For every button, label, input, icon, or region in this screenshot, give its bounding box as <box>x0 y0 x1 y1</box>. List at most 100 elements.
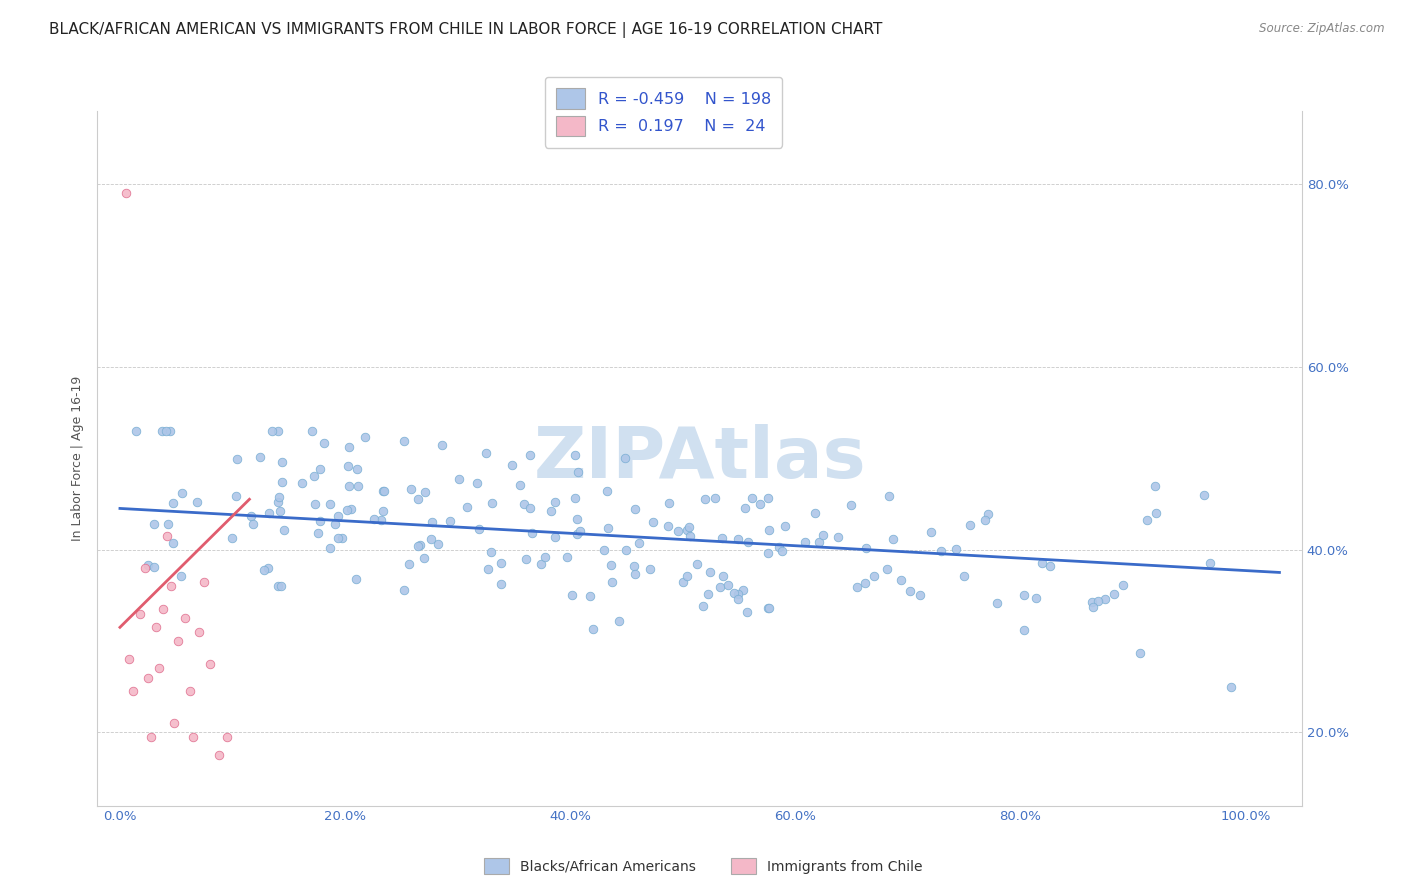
Point <box>398 558 420 572</box>
Point <box>855 541 877 555</box>
Point <box>804 506 827 520</box>
Point <box>326 509 349 524</box>
Point <box>291 476 314 491</box>
Point <box>733 583 755 598</box>
Point <box>565 512 588 526</box>
Point <box>122 684 145 698</box>
Point <box>1031 556 1053 570</box>
Point <box>319 497 342 511</box>
Point <box>148 661 170 675</box>
Point <box>346 462 368 476</box>
Point <box>373 483 395 498</box>
Point <box>1094 592 1116 607</box>
Point <box>337 459 360 474</box>
Point <box>162 496 184 510</box>
Point <box>419 532 441 546</box>
Point <box>976 507 998 521</box>
Point <box>307 525 329 540</box>
Text: BLACK/AFRICAN AMERICAN VS IMMIGRANTS FROM CHILE IN LABOR FORCE | AGE 16-19 CORRE: BLACK/AFRICAN AMERICAN VS IMMIGRANTS FRO… <box>49 22 883 38</box>
Point <box>1025 591 1047 605</box>
Point <box>845 580 868 594</box>
Point <box>156 529 179 543</box>
Point <box>477 561 499 575</box>
Point <box>623 558 645 573</box>
Point <box>150 424 173 438</box>
Point <box>371 504 394 518</box>
Point <box>931 544 953 558</box>
Point <box>162 536 184 550</box>
Point <box>138 558 160 572</box>
Point <box>406 539 429 553</box>
Point <box>643 515 665 529</box>
Point <box>1087 593 1109 607</box>
Point <box>863 569 886 583</box>
Point <box>638 561 661 575</box>
Point <box>672 575 695 590</box>
Point <box>406 492 429 507</box>
Point <box>118 652 141 666</box>
Point <box>323 516 346 531</box>
Point <box>973 513 995 527</box>
Point <box>697 587 720 601</box>
Point <box>534 550 557 565</box>
Point <box>181 730 204 744</box>
Point <box>344 572 367 586</box>
Point <box>986 596 1008 610</box>
Point <box>627 536 650 550</box>
Point <box>1081 600 1104 615</box>
Point <box>678 520 700 534</box>
Point <box>540 504 562 518</box>
Point <box>399 483 422 497</box>
Point <box>143 516 166 531</box>
Point <box>555 550 578 565</box>
Point <box>699 565 721 579</box>
Point <box>600 574 623 589</box>
Point <box>309 462 332 476</box>
Point <box>159 579 181 593</box>
Point <box>225 489 247 503</box>
Point <box>249 450 271 464</box>
Point <box>267 495 290 509</box>
Point <box>839 498 862 512</box>
Point <box>273 523 295 537</box>
Point <box>252 563 274 577</box>
Point <box>301 424 323 438</box>
Point <box>257 506 280 520</box>
Point <box>427 537 450 551</box>
Point <box>489 556 512 570</box>
Point <box>515 551 537 566</box>
Point <box>1039 559 1062 574</box>
Point <box>174 611 197 625</box>
Point <box>1129 646 1152 660</box>
Point <box>519 501 541 516</box>
Point <box>692 599 714 613</box>
Point <box>1014 588 1036 602</box>
Point <box>319 541 342 555</box>
Point <box>163 716 186 731</box>
Point <box>221 531 243 545</box>
Point <box>170 486 193 500</box>
Point <box>270 475 292 489</box>
Point <box>1112 577 1135 591</box>
Point <box>711 569 734 583</box>
Point <box>347 479 370 493</box>
Point <box>1136 513 1159 527</box>
Point <box>564 448 586 462</box>
Legend: R = -0.459    N = 198, R =  0.197    N =  24: R = -0.459 N = 198, R = 0.197 N = 24 <box>546 77 782 147</box>
Point <box>1199 556 1222 570</box>
Point <box>544 530 567 544</box>
Point <box>623 567 645 582</box>
Text: Source: ZipAtlas.com: Source: ZipAtlas.com <box>1260 22 1385 36</box>
Point <box>756 491 779 505</box>
Point <box>519 448 541 462</box>
Point <box>336 503 359 517</box>
Point <box>125 424 148 438</box>
Point <box>142 559 165 574</box>
Point <box>773 518 796 533</box>
Point <box>145 620 167 634</box>
Point <box>758 601 780 615</box>
Point <box>770 544 793 558</box>
Point <box>596 483 619 498</box>
Point <box>447 472 470 486</box>
Point <box>827 530 849 544</box>
